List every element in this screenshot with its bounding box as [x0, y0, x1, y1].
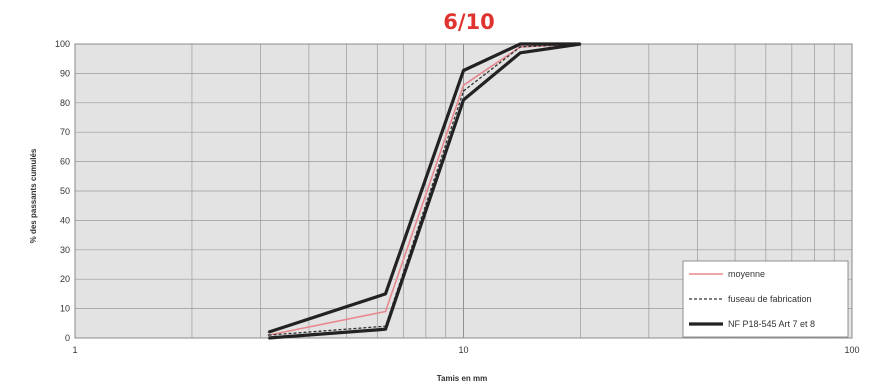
y-tick-label: 80 — [60, 98, 70, 108]
data-point — [462, 90, 465, 92]
legend-label: moyenne — [728, 269, 765, 279]
data-point — [519, 46, 522, 48]
y-axis-label: % des passants cumulés — [29, 148, 38, 243]
y-tick-label: 40 — [60, 215, 70, 225]
y-tick-label: 100 — [55, 39, 70, 49]
x-tick-label: 10 — [458, 345, 468, 355]
legend: moyenne fuseau de fabrication NF P18-545 A… — [682, 260, 849, 338]
y-tick-label: 0 — [65, 333, 70, 343]
legend-label: fuseau de fabrication — [728, 294, 812, 304]
y-tick-label: 10 — [60, 304, 70, 314]
plot-border — [74, 43, 853, 339]
data-point — [384, 310, 387, 313]
series-layer — [267, 42, 582, 340]
data-point — [384, 328, 387, 330]
y-tick-label: 90 — [60, 68, 70, 78]
y-tick-label: 70 — [60, 127, 70, 137]
data-point — [519, 52, 522, 54]
data-point — [462, 69, 465, 72]
y-tick-label: 60 — [60, 157, 70, 167]
data-point — [384, 293, 387, 295]
data-point — [462, 99, 465, 101]
chart-title: 6/10 — [443, 10, 495, 34]
y-tick-label: 50 — [60, 186, 70, 196]
data-point — [519, 43, 522, 45]
y-tick-label: 20 — [60, 274, 70, 284]
x-tick-label: 1 — [72, 345, 77, 355]
data-point — [267, 337, 270, 339]
data-point — [462, 84, 465, 86]
y-tick-label: 30 — [60, 245, 70, 255]
x-axis-label: Tamis en mm — [437, 374, 488, 383]
data-point — [267, 331, 270, 333]
data-point — [267, 334, 270, 336]
legend-label: NF P18-545 Art 7 et 8 — [728, 319, 815, 329]
data-point — [579, 43, 582, 45]
x-tick-label: 100 — [844, 345, 859, 355]
